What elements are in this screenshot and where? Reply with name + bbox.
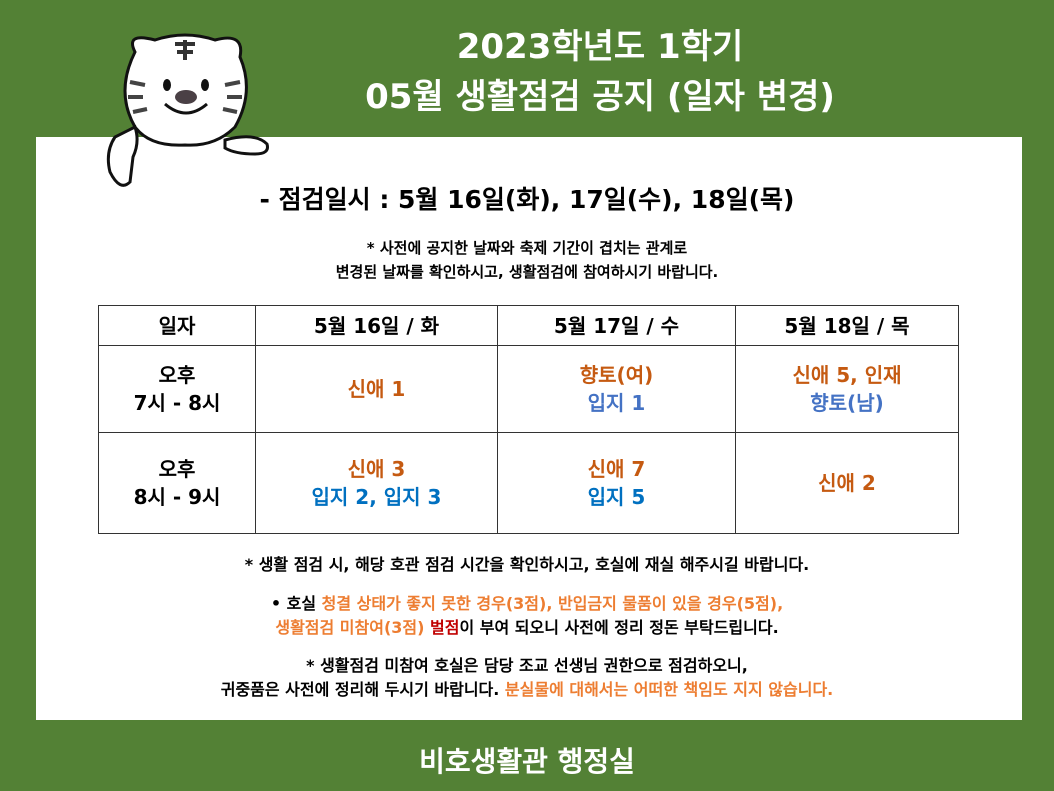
schedule-cell: 향토(여) 입지 1 — [497, 345, 736, 433]
header-may17: 5월 17일 / 수 — [497, 305, 736, 346]
inspection-dates: - 점검일시 : 5월 16일(화), 17일(수), 18일(목) — [259, 185, 795, 214]
note-absence-line-1: * 생활점검 미참여 호실은 담당 조교 선생님 권한으로 점검하오니, — [306, 656, 748, 675]
schedule-cell: 신애 3 입지 2, 입지 3 — [255, 432, 498, 534]
header-may18: 5월 18일 / 목 — [735, 305, 959, 346]
table-header-row: 일자 5월 16일 / 화 5월 17일 / 수 5월 18일 / 목 — [98, 305, 959, 346]
header-date: 일자 — [98, 305, 256, 346]
change-note-line-1: * 사전에 공지한 날짜와 축제 기간이 겹치는 관계로 — [366, 239, 688, 257]
schedule-cell: 신애 1 — [255, 345, 498, 433]
schedule-cell: 신애 2 — [735, 432, 959, 534]
time-cell: 오후 8시 - 9시 — [98, 432, 256, 534]
time-cell: 오후 7시 - 8시 — [98, 345, 256, 433]
table-row: 오후 8시 - 9시 신애 3 입지 2, 입지 3 신애 7 입지 5 신애 2 — [98, 432, 959, 534]
note-absence-line-2: 귀중품은 사전에 정리해 두시기 바랍니다. 분실물에 대해서는 어떠한 책임도… — [220, 680, 834, 699]
title-line-2: 05월 생활점검 공지 (일자 변경) — [365, 77, 835, 117]
note-penalty-line-1: • 호실 청결 상태가 좋지 못한 경우(3점), 반입금지 물품이 있을 경우… — [270, 594, 784, 613]
title-line-1: 2023학년도 1학기 — [456, 27, 744, 67]
change-note-line-2: 변경된 날짜를 확인하시고, 생활점검에 참여하시기 바랍니다. — [335, 263, 719, 281]
schedule-cell: 신애 5, 인재 향토(남) — [735, 345, 959, 433]
footer-office: 비호생활관 행정실 — [419, 745, 635, 778]
schedule-cell: 신애 7 입지 5 — [497, 432, 736, 534]
header-may16: 5월 16일 / 화 — [255, 305, 498, 346]
table-row: 오후 7시 - 8시 신애 1 향토(여) 입지 1 신애 5, 인재 향토(남) — [98, 345, 959, 433]
schedule-table: 일자 5월 16일 / 화 5월 17일 / 수 5월 18일 / 목 오후 7시… — [98, 305, 959, 534]
tiger-mascot-icon — [106, 33, 269, 187]
note-attendance: * 생활 점검 시, 해당 호관 점검 시간을 확인하시고, 호실에 재실 해주… — [244, 555, 810, 574]
note-penalty-line-2: 생활점검 미참여(3점) 벌점이 부여 되오니 사전에 정리 정돈 부탁드립니다… — [275, 618, 779, 637]
